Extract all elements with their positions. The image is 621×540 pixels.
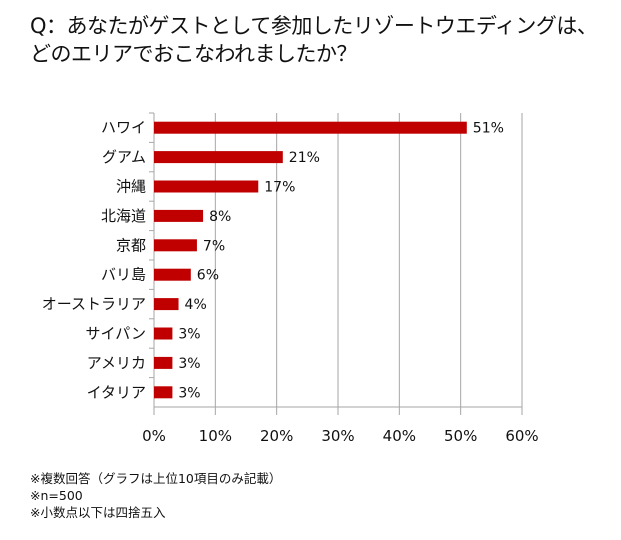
data-label: 17%	[264, 180, 295, 196]
title-line-2: どのエリアでおこなわれましたか？	[30, 42, 357, 66]
note-rounding: ※小数点以下は四捨五入	[30, 505, 166, 520]
bar	[154, 180, 259, 193]
x-tick-label: 30%	[321, 427, 354, 445]
bar	[154, 327, 173, 340]
x-tick-label: 10%	[199, 427, 232, 445]
data-label: 8%	[209, 209, 231, 225]
data-label: 3%	[178, 327, 200, 343]
data-label: 51%	[473, 121, 504, 137]
note-multiple-answers: ※複数回答（グラフは上位10項目のみ記載）	[30, 471, 282, 486]
x-tick-label: 40%	[383, 427, 416, 445]
bar	[154, 209, 204, 222]
data-label: 4%	[185, 297, 207, 313]
chart-title: Q：あなたがゲストとして参加したリゾートウエディングは、 どのエリアでおこなわれ…	[30, 12, 598, 68]
data-label: 3%	[178, 385, 200, 401]
data-label: 7%	[203, 238, 225, 254]
bar	[154, 239, 197, 252]
bar	[154, 298, 179, 311]
category-label: 沖縄	[116, 178, 146, 196]
data-label: 3%	[178, 356, 200, 372]
x-tick-label: 50%	[444, 427, 477, 445]
data-label: 6%	[197, 268, 219, 284]
note-sample-size: ※n=500	[30, 488, 83, 503]
bar	[154, 356, 173, 369]
bar	[154, 268, 191, 281]
bar	[154, 151, 283, 164]
title-line-1: Q：あなたがゲストとして参加したリゾートウエディングは、	[30, 14, 598, 38]
x-tick-label: 20%	[260, 427, 293, 445]
category-label: アメリカ	[87, 354, 146, 372]
bar	[154, 121, 467, 134]
x-tick-label: 0%	[142, 427, 166, 445]
data-label: 21%	[289, 150, 320, 166]
footnotes: ※複数回答（グラフは上位10項目のみ記載） ※n=500 ※小数点以下は四捨五入	[30, 470, 281, 521]
x-tick-label: 60%	[505, 427, 538, 445]
category-label: 北海道	[101, 207, 146, 225]
category-label: オーストラリア	[42, 295, 146, 313]
category-label: イタリア	[87, 383, 146, 401]
category-label: サイパン	[86, 325, 146, 343]
category-label: グアム	[102, 148, 146, 166]
category-label: 京都	[116, 236, 146, 254]
category-label: バリ島	[101, 266, 146, 284]
bar	[154, 386, 173, 399]
category-label: ハワイ	[101, 119, 146, 137]
